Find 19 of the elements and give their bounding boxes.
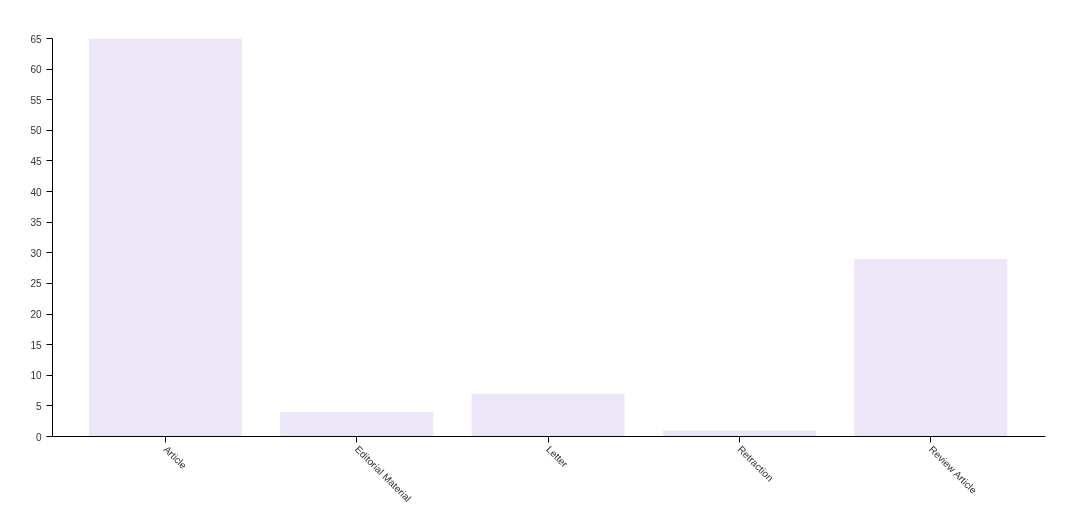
y-tick-label: 5 — [35, 400, 42, 412]
y-tick-label: 55 — [30, 94, 42, 106]
bar — [280, 412, 434, 437]
y-tick-label: 60 — [30, 64, 42, 76]
y-tick-label: 50 — [30, 125, 42, 137]
y-tick-label: 30 — [30, 247, 42, 259]
bar — [854, 258, 1008, 437]
bar — [471, 393, 625, 437]
y-tick-label: 25 — [30, 278, 42, 290]
y-tick-label: 45 — [30, 155, 42, 167]
y-tick-label: 0 — [35, 431, 42, 443]
y-tick-label: 40 — [30, 186, 42, 198]
bar — [88, 38, 242, 437]
y-tick-label: 15 — [30, 339, 42, 351]
bar — [662, 430, 816, 437]
y-tick-label: 10 — [30, 370, 42, 382]
y-tick-label: 20 — [30, 309, 42, 321]
y-tick-label: 65 — [30, 33, 42, 45]
y-tick-label: 35 — [30, 217, 42, 229]
